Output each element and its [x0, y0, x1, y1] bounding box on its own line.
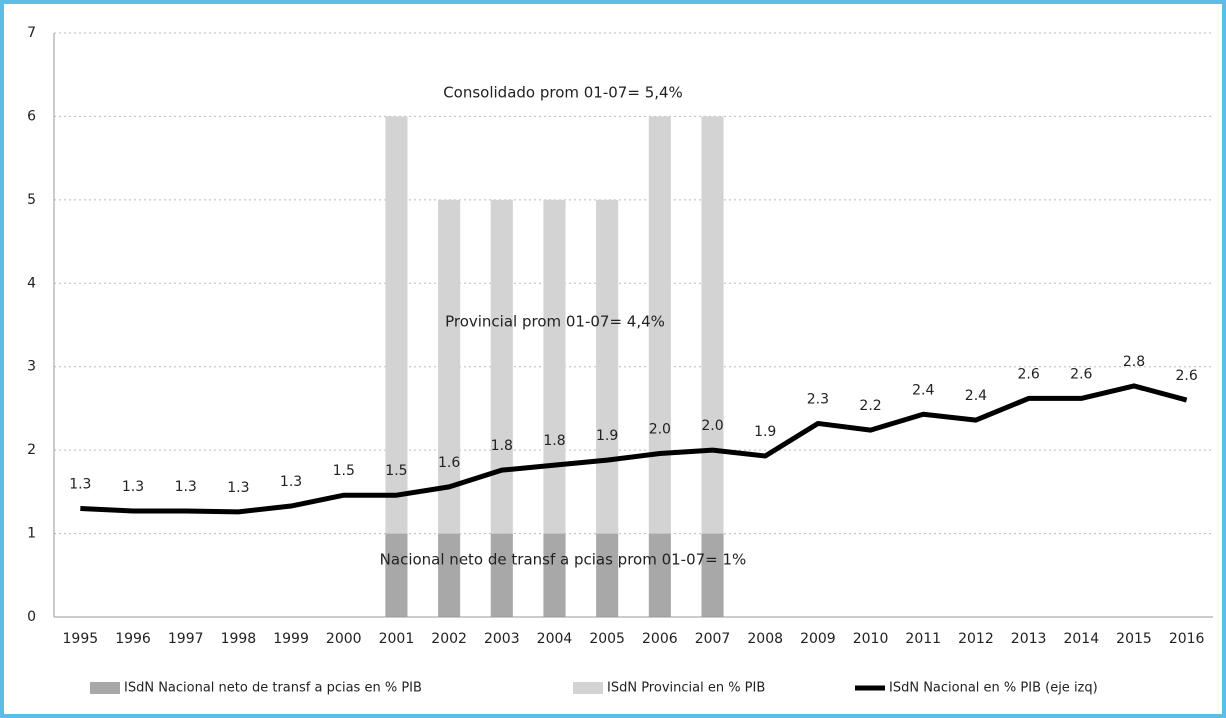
bar	[385, 116, 408, 534]
annotation: Provincial prom 01-07= 4,4%	[445, 313, 665, 331]
x-tick-label: 2000	[326, 631, 362, 647]
x-tick-label: 2014	[1063, 631, 1099, 647]
data-label: 1.5	[385, 463, 407, 479]
bar	[438, 533, 461, 617]
data-label: 2.0	[701, 418, 723, 434]
x-tick-label: 2013	[1011, 631, 1047, 647]
data-label: 1.9	[596, 428, 618, 444]
line	[80, 383, 1188, 515]
bar	[701, 116, 724, 534]
y-tick-label: 5	[27, 192, 36, 208]
x-tick-label: 1996	[115, 631, 151, 647]
data-label: 1.5	[333, 463, 355, 479]
data-label: 2.2	[859, 398, 881, 414]
bar	[596, 199, 619, 534]
y-tick-label: 1	[27, 526, 36, 542]
data-label: 1.8	[491, 438, 513, 454]
data-label: 1.3	[122, 479, 144, 495]
x-tick-label: 2006	[642, 631, 678, 647]
legend-label: ISdN Provincial en % PIB	[607, 681, 765, 696]
legend-swatch	[573, 682, 603, 694]
x-tick-label: 1995	[63, 631, 99, 647]
y-tick-label: 4	[27, 275, 36, 291]
data-label: 1.6	[438, 455, 460, 471]
bar	[648, 116, 671, 534]
y-tick-label: 6	[27, 108, 36, 124]
data-label: 2.6	[1176, 368, 1198, 384]
bar	[596, 533, 619, 617]
bar	[490, 199, 513, 534]
annotation: Consolidado prom 01-07= 5,4%	[443, 84, 683, 102]
data-label: 2.3	[807, 391, 829, 407]
x-tick-label: 2011	[905, 631, 941, 647]
x-tick-label: 2004	[537, 631, 573, 647]
data-label: 1.8	[543, 433, 565, 449]
data-label: 2.6	[1017, 366, 1039, 382]
x-tick-label: 2008	[747, 631, 783, 647]
data-label: 1.3	[175, 479, 197, 495]
x-tick-label: 2009	[800, 631, 836, 647]
y-tick-label: 7	[27, 25, 36, 41]
x-tick-label: 2002	[431, 631, 467, 647]
bar	[490, 533, 513, 617]
x-tick-label: 2007	[695, 631, 731, 647]
x-tick-label: 2010	[853, 631, 889, 647]
bar	[438, 199, 461, 534]
bar	[385, 533, 408, 617]
legend-label: ISdN Nacional neto de transf a pcias en …	[124, 681, 422, 696]
legend-swatch	[90, 682, 120, 694]
x-tick-label: 2003	[484, 631, 520, 647]
data-label: 2.8	[1123, 354, 1145, 370]
data-label: 1.3	[280, 474, 302, 490]
bar	[543, 199, 566, 534]
x-tick-label: 2005	[589, 631, 625, 647]
x-tick-label: 2001	[379, 631, 415, 647]
bar	[701, 533, 724, 617]
y-tick-label: 0	[27, 609, 36, 625]
bar	[648, 533, 671, 617]
data-label: 1.3	[227, 480, 249, 496]
data-label: 1.9	[754, 424, 776, 440]
y-tick-label: 3	[27, 359, 36, 375]
data-label: 2.0	[649, 421, 671, 437]
data-label: 2.4	[965, 388, 987, 404]
bar	[543, 533, 566, 617]
data-label: 1.3	[69, 477, 91, 493]
x-tick-label: 1998	[221, 631, 257, 647]
x-tick-label: 2016	[1169, 631, 1205, 647]
data-label: 2.4	[912, 382, 934, 398]
x-tick-label: 1997	[168, 631, 204, 647]
x-tick-label: 2012	[958, 631, 994, 647]
y-tick-label: 2	[27, 442, 36, 458]
x-tick-label: 2015	[1116, 631, 1152, 647]
annotation: Nacional neto de transf a pcias prom 01-…	[380, 551, 747, 569]
data-label: 2.6	[1070, 366, 1092, 382]
legend-label: ISdN Nacional en % PIB (eje izq)	[889, 681, 1098, 696]
x-tick-label: 1999	[273, 631, 309, 647]
